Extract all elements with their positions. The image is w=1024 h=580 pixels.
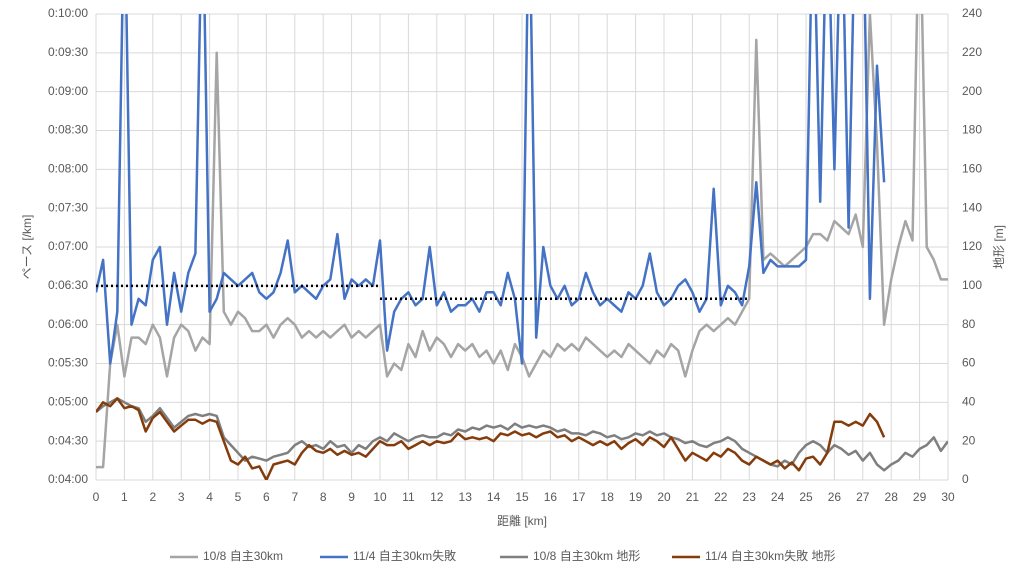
x-tick-label: 10 <box>373 490 387 504</box>
x-tick-label: 24 <box>771 490 785 504</box>
x-tick-label: 22 <box>714 490 728 504</box>
x-tick-label: 12 <box>430 490 444 504</box>
y-tick-label: 0:06:00 <box>48 317 88 331</box>
x-tick-label: 11 <box>402 490 415 504</box>
y-tick-label: 0:04:30 <box>48 433 88 447</box>
x-tick-label: 27 <box>856 490 870 504</box>
x-tick-label: 6 <box>263 490 270 504</box>
x-tick-label: 0 <box>93 490 100 504</box>
series-line <box>96 397 948 472</box>
y-tick-label: 0:05:30 <box>48 356 88 370</box>
x-tick-label: 7 <box>291 490 298 504</box>
y-tick-label: 0:09:00 <box>48 84 88 98</box>
x-tick-label: 9 <box>348 490 355 504</box>
y2-tick-label: 60 <box>962 356 976 370</box>
x-tick-label: 26 <box>828 490 842 504</box>
y2-tick-label: 100 <box>962 278 982 292</box>
y-tick-label: 0:06:30 <box>48 278 88 292</box>
x-tick-label: 17 <box>572 490 586 504</box>
y2-tick-label: 200 <box>962 84 982 98</box>
x-tick-label: 21 <box>686 490 700 504</box>
x-tick-label: 15 <box>515 490 529 504</box>
x-tick-label: 2 <box>149 490 156 504</box>
y-tick-label: 0:04:00 <box>48 472 88 486</box>
y2-tick-label: 0 <box>962 472 969 486</box>
y2-tick-label: 120 <box>962 239 982 253</box>
series-line <box>96 14 886 365</box>
legend-label: 10/8 自主30km 地形 <box>533 549 640 563</box>
legend-label: 11/4 自主30km失敗 <box>353 548 456 563</box>
y-tick-label: 0:07:30 <box>48 200 88 214</box>
x-tick-label: 28 <box>885 490 899 504</box>
series-line <box>96 397 886 480</box>
y2-tick-label: 80 <box>962 317 976 331</box>
y2-tick-label: 140 <box>962 200 982 214</box>
x-axis-label: 距離 [km] <box>497 514 547 528</box>
y2-tick-label: 20 <box>962 433 976 447</box>
legend-label: 10/8 自主30km <box>203 549 283 563</box>
x-tick-label: 30 <box>941 490 955 504</box>
y2-tick-label: 160 <box>962 162 982 176</box>
y2-tick-label: 220 <box>962 45 982 59</box>
y-tick-label: 0:09:30 <box>48 45 88 59</box>
x-tick-label: 13 <box>459 490 473 504</box>
y-tick-label: 0:08:30 <box>48 123 88 137</box>
y2-tick-label: 180 <box>962 123 982 137</box>
x-tick-label: 1 <box>121 490 128 504</box>
x-tick-label: 25 <box>799 490 813 504</box>
y2-tick-label: 40 <box>962 395 976 409</box>
y2-tick-label: 240 <box>962 6 982 20</box>
y-tick-label: 0:10:00 <box>48 6 88 20</box>
legend-label: 11/4 自主30km失敗 地形 <box>705 548 835 563</box>
y-axis-label: ペース [/km] <box>20 215 34 280</box>
x-tick-label: 20 <box>657 490 671 504</box>
y-tick-label: 0:05:00 <box>48 395 88 409</box>
x-tick-label: 19 <box>629 490 643 504</box>
x-tick-label: 8 <box>320 490 327 504</box>
x-tick-label: 18 <box>601 490 615 504</box>
x-tick-label: 29 <box>913 490 927 504</box>
y-tick-label: 0:07:00 <box>48 239 88 253</box>
x-tick-label: 16 <box>544 490 558 504</box>
plot-area <box>96 14 948 480</box>
x-tick-label: 4 <box>206 490 213 504</box>
y2-axis-label: 地形 [m] <box>992 225 1006 269</box>
y-tick-label: 0:08:00 <box>48 162 88 176</box>
x-tick-label: 3 <box>178 490 185 504</box>
x-tick-label: 14 <box>487 490 501 504</box>
x-tick-label: 23 <box>743 490 757 504</box>
x-tick-label: 5 <box>235 490 242 504</box>
